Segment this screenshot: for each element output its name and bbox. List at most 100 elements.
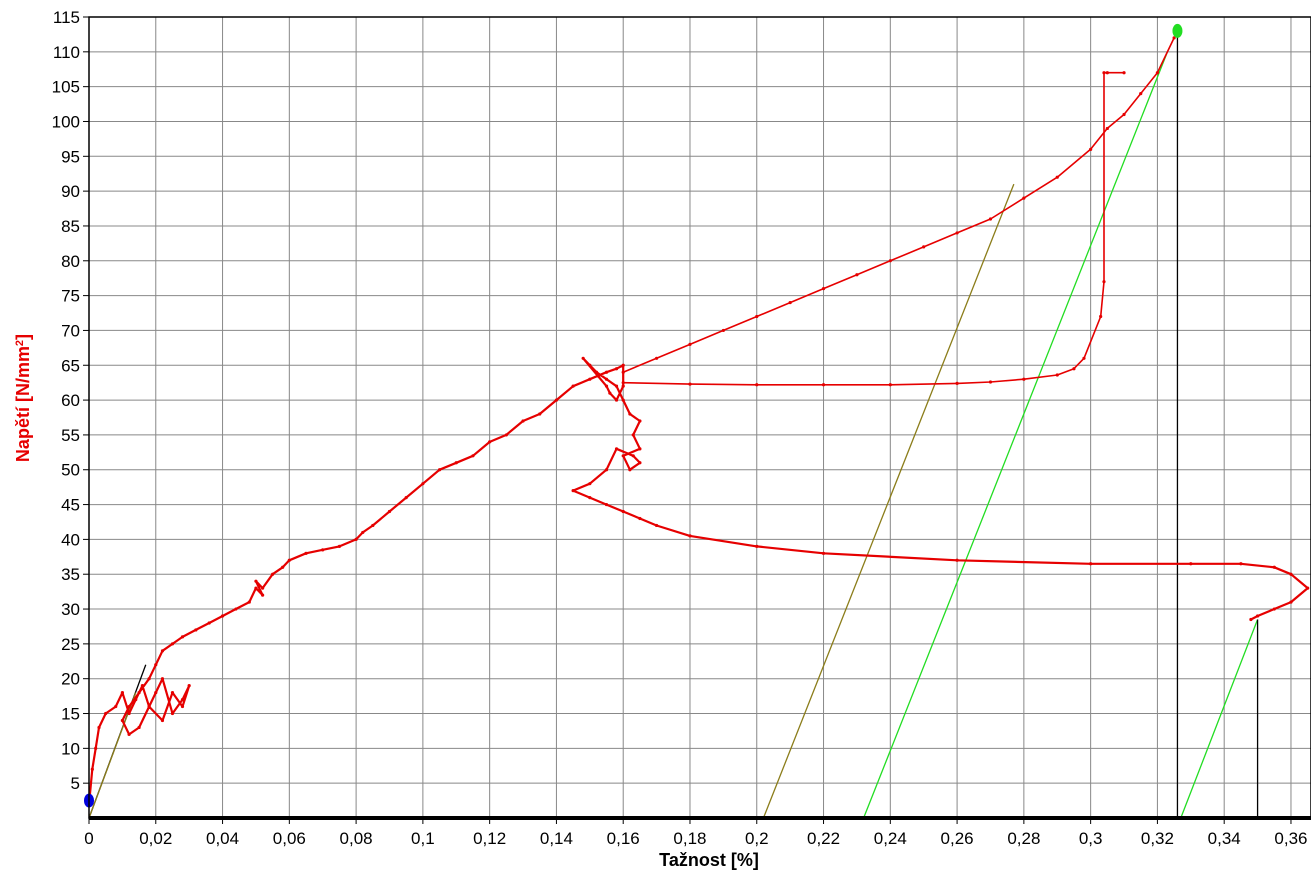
data-point-s0-50: [421, 482, 425, 486]
data-point-s2-2: [755, 383, 759, 387]
data-point-s0-2: [94, 746, 98, 750]
data-point-s0-54: [488, 440, 492, 444]
data-point-s2-5: [955, 381, 959, 385]
reference-line-3: [862, 51, 1169, 819]
data-point-s0-55: [504, 433, 508, 437]
data-point-s0-31: [207, 621, 211, 625]
data-point-s0-27: [160, 649, 165, 653]
y-tick-label-14: 75: [61, 287, 80, 306]
data-point-s0-1: [90, 767, 94, 771]
data-point-s0-69: [588, 363, 592, 367]
data-point-s1-14: [1089, 147, 1093, 151]
y-tick-label-6: 35: [61, 565, 80, 584]
data-point-s1-13: [1055, 175, 1059, 179]
x-tick-label-5: 0,1: [411, 829, 435, 848]
data-point-s0-32: [220, 614, 225, 618]
stress-curve-series-1: [622, 37, 1175, 373]
data-point-s0-58: [554, 398, 559, 402]
data-point-s1-18: [1155, 71, 1160, 75]
data-point-s0-35: [254, 586, 258, 590]
x-tick-label-7: 0,14: [540, 829, 573, 848]
y-tick-label-13: 70: [61, 321, 80, 340]
data-point-s0-84: [588, 482, 592, 486]
x-tick-label-18: 0,36: [1274, 829, 1307, 848]
data-point-s0-67: [604, 384, 609, 388]
data-point-s0-47: [371, 523, 375, 528]
x-tick-label-14: 0,28: [1007, 829, 1040, 848]
y-tick-label-3: 20: [61, 670, 80, 689]
x-tick-label-4: 0,08: [340, 829, 373, 848]
point-marker-1: [1172, 23, 1183, 38]
data-point-s1-17: [1139, 92, 1143, 96]
data-point-s0-33: [234, 607, 238, 611]
data-point-s0-7: [127, 711, 131, 716]
y-tick-label-7: 40: [61, 530, 80, 549]
data-point-s1-5: [788, 300, 792, 305]
data-point-s0-62: [614, 367, 619, 371]
data-point-s0-70: [594, 370, 599, 374]
y-tick-label-2: 15: [61, 705, 80, 724]
data-point-s0-24: [137, 691, 141, 695]
data-point-s0-79: [628, 468, 632, 472]
y-tick-label-22: 115: [53, 8, 80, 27]
data-point-s0-52: [454, 461, 458, 465]
data-point-s0-96: [1189, 562, 1193, 566]
y-tick-label-21: 110: [53, 43, 80, 62]
data-point-s2-9: [1072, 367, 1076, 371]
data-point-s0-93: [821, 551, 826, 555]
data-point-s1-11: [988, 217, 993, 221]
data-point-s1-2: [688, 342, 692, 346]
data-point-s0-73: [621, 398, 625, 402]
data-point-s0-76: [631, 433, 635, 437]
reference-line-4: [1180, 619, 1259, 819]
x-tick-label-1: 0,02: [139, 829, 172, 848]
y-axis-ticks: 5 10 15 20 25 30 35 40 45 50 55 60 65 70 75 80 85 90 95 100…: [52, 8, 89, 793]
y-tick-label-15: 80: [61, 252, 80, 271]
data-point-s0-30: [194, 628, 198, 632]
data-point-s1-19: [1172, 36, 1176, 40]
data-point-s0-28: [170, 642, 175, 646]
data-point-s1-1: [654, 356, 659, 360]
data-point-s2-8: [1055, 373, 1059, 377]
data-point-s2-0: [621, 381, 625, 385]
data-point-s0-98: [1272, 565, 1276, 569]
data-point-s0-102: [1272, 607, 1276, 611]
data-point-s0-59: [571, 384, 575, 388]
data-point-s2-4: [888, 383, 892, 387]
x-axis-ticks: 0 0,02 0,04 0,06 0,08 0,1 0,12 0,14 0,16 0,18 0,2 0…: [84, 818, 1308, 848]
data-point-s0-95: [1089, 562, 1093, 566]
data-point-s0-89: [638, 516, 642, 521]
data-point-s1-7: [855, 273, 859, 277]
data-point-s0-71: [604, 377, 609, 381]
data-point-s0-92: [755, 544, 759, 548]
data-point-s0-86: [588, 496, 592, 500]
data-point-s0-34: [247, 600, 251, 604]
data-point-s2-12: [1102, 280, 1106, 284]
data-point-s0-17: [170, 691, 175, 695]
data-point-s1-4: [755, 314, 759, 319]
data-point-s0-26: [154, 663, 158, 667]
x-tick-label-15: 0,3: [1079, 829, 1103, 848]
data-point-s0-103: [1255, 614, 1260, 618]
data-point-s0-75: [638, 419, 642, 423]
data-point-s0-78: [621, 454, 625, 458]
y-tick-label-8: 45: [61, 496, 80, 515]
data-point-s0-53: [471, 454, 475, 458]
data-point-s0-85: [571, 489, 575, 493]
data-point-s0-18: [160, 718, 165, 723]
y-tick-label-4: 25: [61, 635, 80, 654]
data-point-s0-101: [1289, 600, 1293, 604]
data-point-s0-49: [404, 496, 408, 500]
data-point-s1-16: [1122, 112, 1126, 117]
data-point-s0-104: [1249, 617, 1253, 622]
data-point-s0-19: [147, 704, 151, 709]
data-point-s0-87: [604, 502, 609, 507]
data-point-s1-12: [1022, 196, 1026, 200]
data-point-s2-10: [1082, 356, 1086, 360]
data-point-s1-6: [821, 287, 826, 291]
x-axis-label: Tažnost [%]: [659, 850, 759, 870]
data-point-s0-57: [538, 412, 542, 416]
data-point-s0-80: [638, 461, 642, 465]
x-tick-label-9: 0,18: [673, 829, 706, 848]
